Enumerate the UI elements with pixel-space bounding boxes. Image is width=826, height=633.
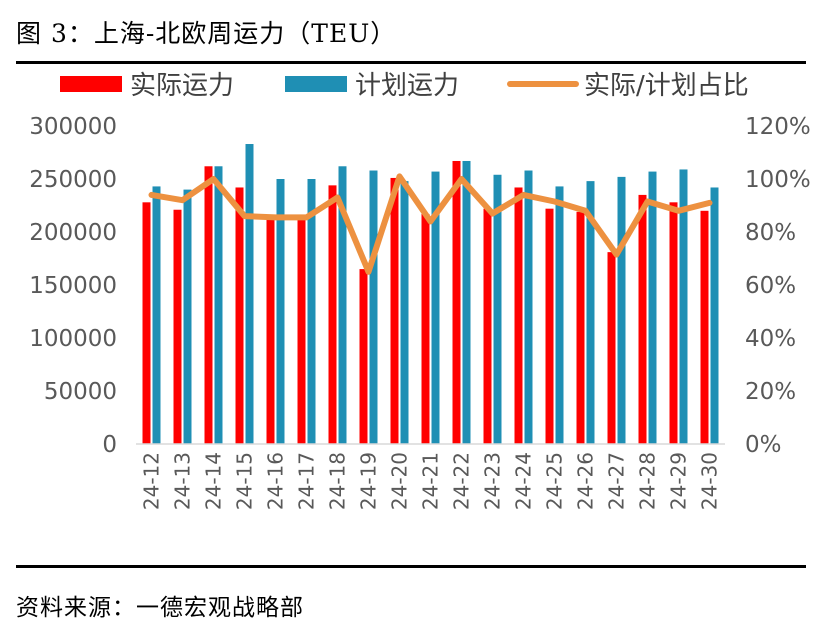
chart: 实际运力 计划运力 实际/计划占比 0 50000 100000 150000 200000…: [29, 71, 811, 510]
bar-actual: [204, 166, 213, 444]
bar-planned: [214, 166, 223, 444]
left-axis: 0 50000 100000 150000 200000 250000 300000: [29, 114, 117, 458]
bar-planned: [617, 176, 626, 444]
bar-actual: [545, 208, 554, 444]
bar-actual: [142, 202, 151, 444]
y-right-tick-label: 120%: [745, 114, 811, 140]
x-tick-label: 24-15: [233, 452, 257, 510]
bar-planned: [679, 169, 688, 444]
x-tick-label: 24-23: [481, 452, 505, 510]
y-left-tick-label: 200000: [29, 220, 117, 246]
y-left-tick-label: 100000: [29, 326, 117, 352]
bar-planned: [555, 186, 564, 445]
y-right-tick-label: 100%: [745, 167, 811, 193]
bar-planned: [369, 170, 378, 444]
x-tick-label: 24-28: [636, 452, 660, 510]
x-tick-label: 24-17: [295, 452, 319, 510]
x-tick-label: 24-21: [419, 452, 443, 510]
bar-planned: [245, 144, 254, 444]
x-tick-label: 24-16: [264, 452, 288, 510]
x-axis: 24-12 24-13 24-14 24-15 24-16 24-17 24-18 24-19…: [136, 443, 725, 510]
legend: 实际运力 计划运力 实际/计划占比: [60, 71, 749, 101]
legend-label-1: 实际运力: [130, 71, 234, 101]
bar-planned: [183, 189, 192, 444]
y-right-tick-label: 60%: [745, 273, 796, 299]
bar-planned: [338, 166, 347, 444]
bar-planned: [400, 181, 409, 444]
bar-planned: [493, 174, 502, 444]
source-note: 资料来源：一德宏观战略部: [16, 595, 304, 621]
y-right-tick-label: 20%: [745, 379, 796, 405]
x-tick-label: 24-26: [574, 452, 598, 510]
y-left-tick-label: 150000: [29, 273, 117, 299]
legend-swatch-2: [285, 76, 347, 92]
legend-swatch-1: [60, 76, 122, 92]
ratio-line: [148, 173, 713, 275]
y-left-tick-label: 0: [102, 432, 117, 458]
bar-actual: [607, 252, 616, 444]
bar-actual: [576, 211, 585, 444]
ratio-series-line: [148, 173, 713, 275]
x-tick-label: 24-22: [450, 452, 474, 510]
bar-actual: [421, 213, 430, 444]
x-tick-label: 24-14: [202, 452, 226, 510]
x-tick-label: 24-20: [388, 452, 412, 510]
bars: [142, 144, 719, 445]
bar-actual: [173, 209, 182, 444]
y-right-tick-label: 0%: [745, 432, 782, 458]
y-left-tick-label: 300000: [29, 114, 117, 140]
legend-label-3: 实际/计划占比: [584, 71, 749, 101]
bar-actual: [359, 269, 368, 444]
bar-planned: [462, 160, 471, 445]
bar-actual: [638, 194, 647, 444]
y-left-tick-label: 250000: [29, 167, 117, 193]
bar-planned: [710, 187, 719, 445]
x-tick-label: 24-19: [357, 452, 381, 510]
x-tick-label: 24-13: [171, 452, 195, 510]
legend-label-2: 计划运力: [355, 71, 459, 101]
bar-planned: [276, 179, 285, 444]
top-rule: [16, 61, 806, 64]
x-tick-label: 24-29: [667, 452, 691, 510]
bottom-rule: [16, 565, 806, 568]
bar-planned: [524, 170, 533, 444]
y-left-tick-label: 50000: [44, 379, 117, 405]
x-tick-label: 24-30: [698, 452, 722, 510]
bar-actual: [669, 202, 678, 444]
x-tick-label: 24-12: [140, 452, 164, 510]
bar-actual: [483, 208, 492, 444]
bar-planned: [307, 179, 316, 444]
x-tick-label: 24-18: [326, 452, 350, 510]
bar-actual: [452, 160, 461, 445]
bar-planned: [586, 181, 595, 444]
x-tick-label: 24-27: [605, 452, 629, 510]
bar-actual: [700, 210, 709, 444]
y-right-tick-label: 40%: [745, 326, 796, 352]
bar-actual: [328, 185, 337, 445]
bar-actual: [390, 177, 399, 444]
bar-planned: [648, 171, 657, 444]
y-right-tick-label: 80%: [745, 220, 796, 246]
x-tick-label: 24-25: [543, 452, 567, 510]
bar-actual: [266, 215, 275, 444]
bar-actual: [235, 187, 244, 445]
chart-title: 图 3：上海-北欧周运力（TEU）: [16, 19, 397, 48]
bar-actual: [514, 187, 523, 445]
bar-actual: [297, 217, 306, 444]
x-tick-label: 24-24: [512, 452, 536, 510]
bar-planned: [431, 171, 440, 444]
bar-planned: [152, 186, 161, 445]
right-axis: 0% 20% 40% 60% 80% 100% 120%: [745, 114, 811, 458]
